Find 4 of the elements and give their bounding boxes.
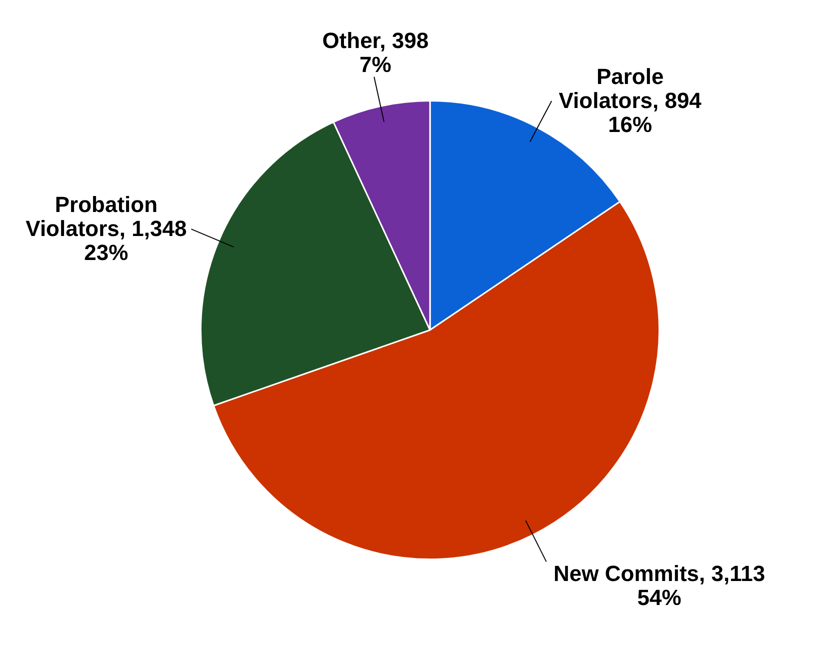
slice-label: Other, 398 7%	[321, 28, 430, 77]
slice-label: New Commits, 3,113 54%	[552, 560, 766, 610]
slice-label: Probation Violators, 1,348 23%	[24, 192, 188, 266]
slice-label: Parole Violators, 894 16%	[558, 64, 702, 138]
